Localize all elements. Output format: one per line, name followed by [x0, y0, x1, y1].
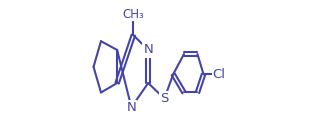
Text: N: N: [143, 43, 153, 56]
Text: S: S: [160, 92, 169, 105]
Text: CH₃: CH₃: [122, 8, 144, 21]
Text: Cl: Cl: [212, 68, 225, 81]
Text: N: N: [127, 101, 136, 114]
